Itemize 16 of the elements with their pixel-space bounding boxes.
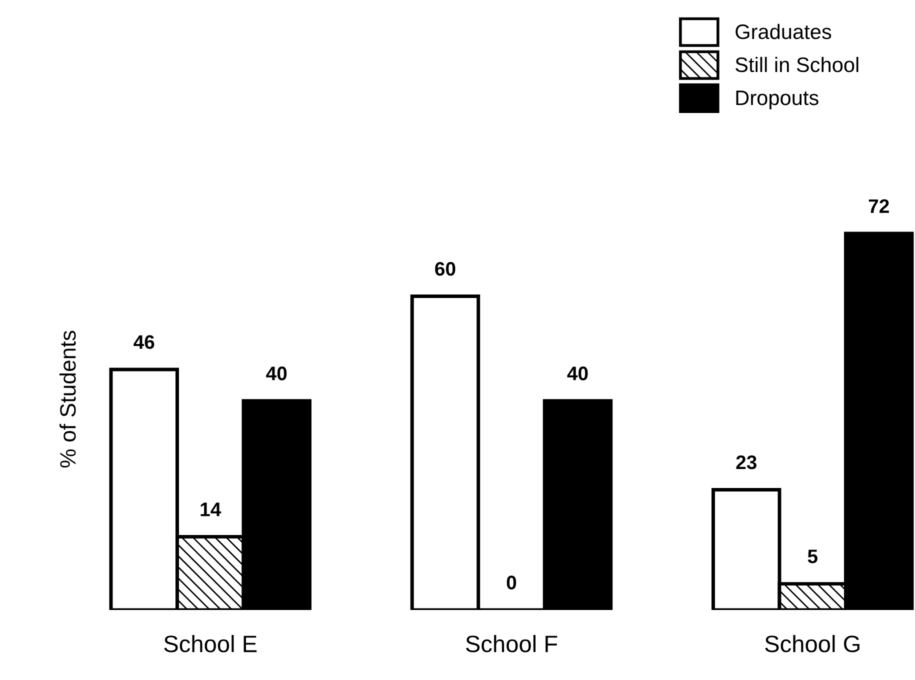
legend-label: Dropouts — [736, 90, 818, 110]
data-label: 14 — [200, 502, 222, 516]
y-axis-title: % of Students — [59, 330, 76, 468]
x-tick-label: School E — [164, 634, 257, 652]
data-label: 60 — [435, 262, 456, 276]
data-label: 0 — [506, 576, 516, 590]
legend-label: Graduates — [736, 24, 832, 40]
data-label: 40 — [266, 366, 287, 380]
x-tick-label: School F — [466, 634, 558, 652]
data-label: 5 — [808, 550, 818, 564]
data-label: 23 — [736, 455, 756, 470]
data-label: 40 — [567, 366, 588, 380]
data-label: 46 — [134, 335, 154, 349]
data-label: 72 — [868, 199, 889, 213]
legend-label: Still in School — [736, 56, 858, 72]
x-tick-label: School G — [765, 634, 860, 652]
